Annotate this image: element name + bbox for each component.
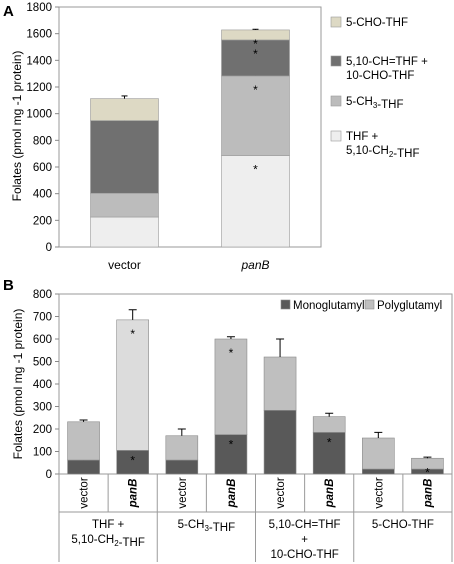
group-label: +	[301, 534, 308, 546]
bar-segment	[67, 421, 100, 461]
significance-mark: *	[327, 435, 332, 449]
y-tick-label: 0	[46, 242, 52, 254]
bar-segment	[90, 192, 159, 218]
y-tick-label: 1200	[26, 82, 52, 94]
bar-segment	[263, 356, 297, 411]
bar-segment	[221, 155, 290, 248]
panel-b-label: B	[3, 277, 14, 294]
y-tick-label: 100	[33, 447, 52, 459]
y-tick-label: 0	[46, 469, 52, 481]
y-tick-label: 300	[33, 402, 52, 414]
bar-segment	[263, 410, 297, 475]
legend-swatch	[330, 16, 342, 28]
significance-mark: *	[253, 47, 258, 61]
bar-segment	[312, 416, 346, 433]
bar-segment	[362, 437, 395, 470]
bar-segment	[221, 39, 290, 77]
x-category-label: vector	[373, 477, 385, 508]
legend-swatch	[330, 130, 342, 142]
x-category-label: panB	[128, 479, 140, 509]
panel-a-y-axis-label: Folates (pmol mg -1 protein)	[10, 51, 24, 202]
x-category-label: panB	[422, 479, 434, 509]
y-tick-label: 1000	[26, 109, 52, 121]
group-label: 5-CH3-THF	[178, 519, 235, 534]
y-tick-label: 200	[33, 424, 52, 436]
legend-label: THF +	[346, 131, 379, 143]
bar-segment	[221, 75, 290, 156]
significance-mark: *	[130, 327, 135, 341]
legend-label: 5,10-CH2-THF	[346, 145, 419, 160]
y-tick-label: 400	[33, 379, 52, 391]
bar-segment	[214, 434, 248, 475]
legend-label: Polyglutamyl	[377, 300, 442, 312]
x-category-label: vector	[275, 477, 287, 508]
group-label: 10-CHO-THF	[270, 549, 338, 561]
bar-segment	[90, 98, 159, 121]
y-tick-label: 800	[33, 289, 52, 301]
group-label: 5-CHO-THF	[372, 519, 434, 531]
x-category-label: panB	[240, 258, 269, 272]
panel-a-plot-area	[58, 6, 322, 248]
legend-label: 5,10-CH=THF +	[346, 56, 428, 68]
legend-label: 5-CH3-THF	[346, 96, 403, 111]
bar-segment	[165, 435, 199, 461]
group-label: 5,10-CH2-THF	[71, 534, 144, 549]
y-tick-label: 400	[33, 189, 52, 201]
legend-swatch	[280, 299, 291, 310]
significance-mark: *	[130, 453, 135, 467]
legend-swatch	[364, 299, 375, 310]
y-tick-label: 800	[33, 135, 52, 147]
significance-mark: *	[253, 83, 258, 97]
x-category-label: vector	[79, 477, 91, 508]
bar-segment	[67, 459, 100, 475]
significance-mark: *	[253, 163, 258, 177]
panel-a-label: A	[3, 3, 14, 20]
bar-segment	[116, 319, 149, 451]
group-label: THF +	[92, 519, 125, 531]
bar-segment	[362, 468, 395, 475]
x-category-label: panB	[226, 479, 238, 509]
y-tick-label: 500	[33, 357, 52, 369]
y-tick-label: 600	[33, 334, 52, 346]
x-category-label: vector	[177, 477, 189, 508]
group-label: 5,10-CH=THF	[269, 519, 341, 531]
bar-segment	[214, 338, 248, 435]
panel-a-chart: 0 200 400 600 800 1000 1200 1400 1600 1800 vector *…	[26, 2, 428, 272]
x-category-label: vector	[108, 258, 141, 272]
bar-segment	[90, 216, 159, 248]
y-tick-label: 1800	[26, 2, 52, 14]
y-tick-label: 200	[33, 215, 52, 227]
y-tick-label: 700	[33, 312, 52, 324]
panel-b-chart: 0 100 200 300 400 500 600 700 800 * * * * * * vector pan…	[33, 289, 453, 562]
significance-mark: *	[253, 37, 258, 51]
significance-mark: *	[229, 438, 234, 452]
y-tick-label: 1600	[26, 29, 52, 41]
significance-mark: *	[425, 465, 430, 479]
legend-label: Monoglutamyl	[293, 300, 365, 312]
y-tick-label: 1400	[26, 55, 52, 67]
bar-segment	[165, 459, 199, 475]
y-tick-label: 600	[33, 162, 52, 174]
legend-label: 10-CHO-THF	[346, 70, 414, 82]
legend-swatch	[330, 95, 342, 107]
legend-label: 5-CHO-THF	[346, 17, 408, 29]
bar-segment	[90, 120, 159, 194]
bar-segment	[312, 432, 346, 475]
x-category-label: panB	[324, 479, 336, 509]
panel-b-y-axis-label: Folates (pmol mg -1 protein)	[11, 309, 25, 460]
significance-mark: *	[229, 346, 234, 360]
legend-swatch	[330, 55, 342, 67]
